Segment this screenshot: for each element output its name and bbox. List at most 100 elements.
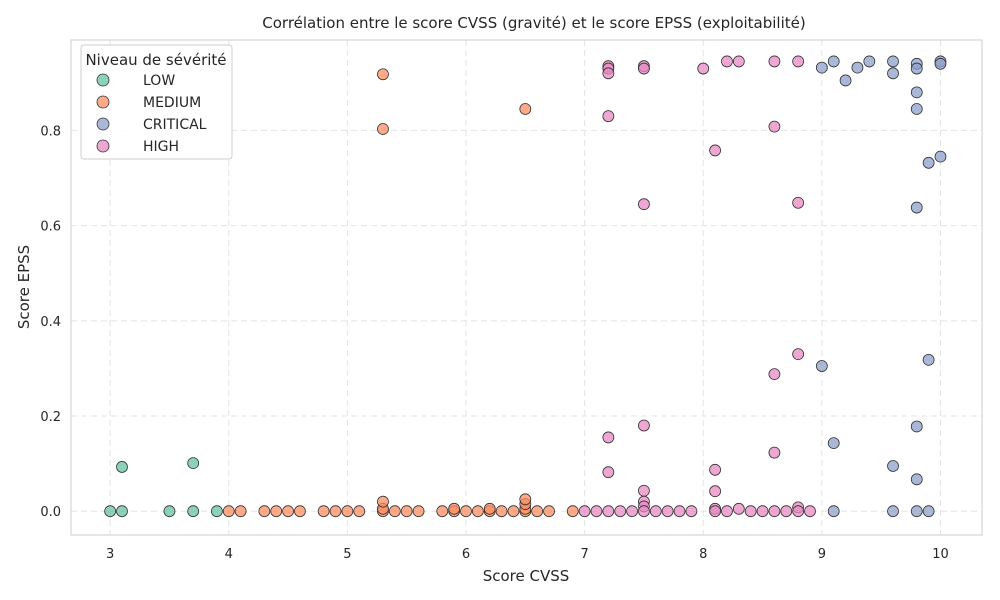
x-tick-label: 3 [106, 547, 114, 562]
data-point [768, 446, 781, 459]
legend-marker [96, 139, 110, 153]
data-point [222, 505, 235, 518]
series-low [104, 457, 223, 518]
data-point [234, 505, 247, 518]
data-point [638, 419, 650, 432]
data-point [649, 505, 662, 518]
data-point [519, 103, 532, 115]
data-point [377, 123, 389, 135]
data-point [483, 502, 496, 515]
legend-marker [96, 117, 110, 131]
legend-label: HIGH [143, 139, 179, 155]
y-tick-label: 0.4 [40, 315, 61, 330]
data-point [732, 502, 745, 515]
data-point [460, 505, 472, 518]
data-point [531, 505, 544, 518]
data-point [163, 505, 176, 518]
data-point [815, 360, 828, 372]
data-point [934, 57, 947, 70]
data-point [768, 505, 781, 518]
data-point [839, 74, 852, 87]
y-tick-labels: 0.0 0.2 0.4 0.6 0.8 [40, 124, 61, 520]
data-point [922, 156, 935, 169]
data-point [910, 62, 923, 75]
data-point [400, 505, 413, 518]
data-point [543, 505, 555, 518]
data-point [780, 505, 793, 518]
data-point [887, 67, 899, 80]
data-point [388, 505, 401, 518]
data-point [827, 437, 840, 450]
data-point [602, 431, 615, 444]
data-point [721, 505, 733, 518]
data-point [578, 505, 591, 518]
data-point [673, 505, 686, 518]
data-point [863, 55, 876, 68]
data-point [211, 505, 223, 518]
data-point [910, 505, 923, 518]
data-point [792, 348, 805, 361]
data-point [377, 495, 389, 508]
data-point [602, 505, 615, 518]
data-point [270, 505, 283, 518]
data-point [590, 505, 603, 518]
data-point [827, 55, 840, 68]
data-point [436, 505, 449, 518]
data-point [922, 505, 935, 518]
data-point [922, 353, 935, 366]
legend-marker [96, 95, 110, 109]
data-point [294, 505, 306, 518]
data-point [519, 493, 532, 506]
x-tick-label: 10 [932, 547, 949, 562]
data-point [721, 55, 733, 68]
data-point [709, 485, 722, 498]
data-points [104, 55, 947, 518]
data-point [329, 505, 342, 518]
data-point [910, 103, 923, 115]
data-point [792, 55, 805, 68]
data-point [614, 505, 627, 518]
grid-lines [71, 40, 982, 535]
data-point [887, 460, 899, 472]
x-tick-label: 7 [580, 547, 588, 562]
series-high [578, 55, 816, 518]
series-medium [222, 68, 579, 518]
data-point [732, 55, 745, 68]
x-tick-label: 6 [462, 547, 470, 562]
x-axis-label: Score CVSS [483, 567, 570, 585]
plot-frame [70, 39, 983, 536]
data-point [187, 505, 200, 518]
data-point [768, 368, 781, 381]
data-point [804, 505, 816, 518]
legend-label: CRITICAL [143, 117, 207, 133]
data-point [744, 505, 757, 518]
data-point [792, 505, 805, 518]
y-tick-label: 0.6 [40, 220, 61, 235]
data-point [709, 144, 722, 157]
data-point [709, 463, 722, 476]
data-point [448, 502, 461, 515]
data-point [887, 505, 899, 518]
data-point [910, 473, 923, 486]
data-point [116, 461, 128, 473]
x-tick-labels: 3 4 5 6 7 8 9 10 [106, 547, 949, 562]
data-point [910, 201, 923, 214]
data-point [353, 505, 366, 518]
data-point [187, 457, 200, 470]
y-tick-label: 0.2 [40, 410, 61, 425]
legend: Niveau de sévérité LOW MEDIUM CRITICAL HIGH [80, 44, 233, 160]
data-point [317, 505, 330, 518]
data-point [626, 505, 638, 518]
y-axis-label: Score EPSS [15, 245, 33, 329]
data-point [910, 420, 923, 433]
legend-label: LOW [143, 73, 175, 89]
data-point [282, 505, 294, 518]
data-point [910, 86, 923, 99]
data-point [602, 466, 615, 479]
legend-title: Niveau de sévérité [85, 51, 226, 69]
data-point [638, 198, 650, 211]
data-point [412, 505, 425, 518]
data-point [685, 505, 698, 518]
data-point [709, 505, 722, 518]
